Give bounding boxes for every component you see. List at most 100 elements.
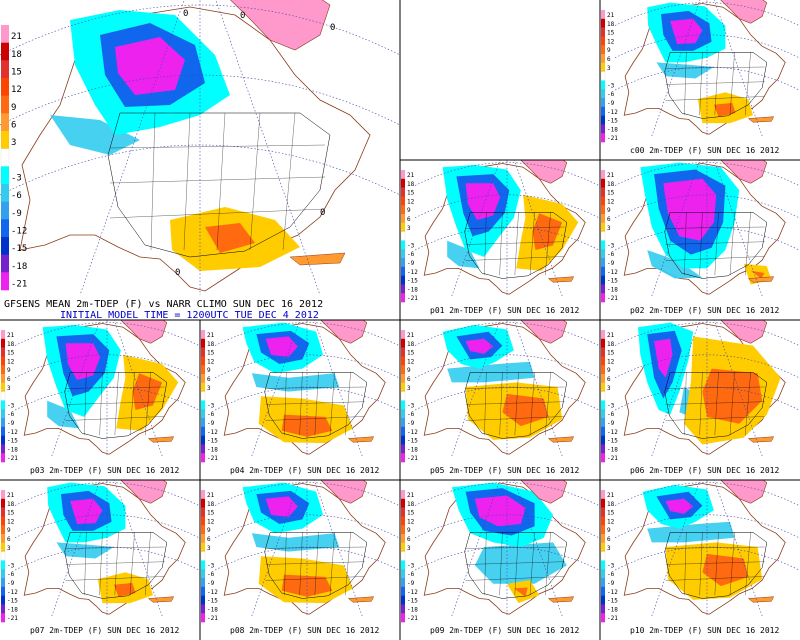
legend-swatch-p04: [201, 338, 205, 348]
state-line-v-p06: [699, 372, 703, 436]
legend-label-p05: 21: [407, 332, 415, 339]
legend-swatch-p08: [201, 516, 205, 526]
legend-label-p09: 21: [407, 492, 415, 499]
legend-label-main: 6: [11, 121, 16, 131]
legend-label-main: -3: [11, 174, 22, 184]
legend-swatch-main: [1, 25, 9, 43]
legend-swatch-p09: [401, 516, 405, 526]
legend-swatch-p04: [201, 453, 205, 463]
anomaly-cold3-p05: [465, 338, 494, 354]
greenland-p07: [120, 480, 168, 504]
state-line-h-c00: [665, 81, 765, 85]
legend-swatch-p09: [401, 490, 405, 500]
state-line-h-p04: [265, 386, 365, 389]
state-line-h-p09: [465, 561, 565, 565]
legend-swatch-p05: [401, 435, 405, 445]
legend-label-c00: 18: [607, 21, 615, 28]
anomaly-cold3-c00: [670, 18, 703, 44]
state-outline-p08: [264, 532, 368, 599]
legend-label-p10: 15: [607, 510, 615, 517]
anomaly-cool-main: [50, 115, 140, 155]
state-line-v-p08: [299, 532, 303, 596]
latitude-line-p03: [14, 322, 200, 346]
legend-swatch-p05: [401, 365, 405, 375]
legend-swatch-p02: [601, 275, 605, 285]
state-line-h-p08: [265, 561, 365, 565]
legend-swatch-p03: [1, 347, 5, 357]
legend-swatch-p05: [401, 382, 405, 392]
legend-label-p02: -21: [607, 295, 618, 302]
state-line-v-p01: [529, 212, 535, 276]
main-panel-title: GFSENS MEAN 2m-TDEP (F) vs NARR CLIMO SU…: [4, 299, 323, 310]
legend-swatch-p04: [201, 435, 205, 445]
anomaly-warm2-p09: [513, 587, 528, 597]
legend-swatch-p03: [1, 409, 5, 419]
legend-swatch-p08: [201, 578, 205, 588]
legend-swatch-p07: [1, 613, 5, 623]
legend-label-p08: 9: [207, 527, 211, 534]
legend-swatch-p02: [601, 222, 605, 232]
legend-swatch-p02: [601, 187, 605, 197]
legend-label-p01: -15: [407, 278, 418, 285]
legend-swatch-p09: [401, 569, 405, 579]
state-line-v-p06: [745, 372, 751, 436]
legend-swatch-p07: [1, 595, 5, 605]
legend-label-p05: 18: [407, 341, 415, 348]
legend-label-p02: -18: [607, 286, 618, 293]
state-line-h-p06: [665, 401, 765, 405]
legend-swatch-p08: [201, 569, 205, 579]
legend-swatch-main: [1, 272, 9, 291]
legend-label-p01: 6: [407, 216, 411, 223]
legend-label-p10: 6: [607, 536, 611, 543]
legend-label-p09: -3: [407, 562, 415, 569]
legend-swatch-c00: [601, 89, 605, 99]
legend-swatch-p05: [401, 356, 405, 366]
legend-swatch-p07: [1, 507, 5, 517]
panel-title-p03: p03 2m-TDEP (F) SUN DEC 16 2012: [30, 466, 179, 475]
legend-swatch-p10: [601, 586, 605, 596]
legend-label-p05: -18: [407, 446, 418, 453]
caribbean-p08: [347, 596, 375, 603]
legend-label-p05: -9: [407, 420, 415, 427]
legend-label-p07: -12: [7, 589, 18, 596]
legend-label-p10: -3: [607, 562, 615, 569]
legend-label-main: -21: [11, 280, 27, 290]
caribbean-p05: [547, 436, 575, 443]
state-line-v-p10: [729, 532, 735, 596]
panel-title-c00: c00 2m-TDEP (F) SUN DEC 16 2012: [630, 146, 779, 155]
state-line-v-main: [150, 112, 156, 251]
legend-label-p06: 9: [607, 367, 611, 374]
legend-swatch-p08: [201, 604, 205, 614]
main-legend: 21 18 15 12 9 6 3 -3 -6 -9 -12 -15 -18 -21: [0, 25, 27, 291]
legend-label-p03: -9: [7, 420, 15, 427]
legend-swatch-p10: [601, 525, 605, 535]
panel-title-p10: p10 2m-TDEP (F) SUN DEC 16 2012: [630, 626, 779, 635]
anomaly-cool-p01: [447, 240, 480, 269]
legend-label-p05: -3: [407, 402, 415, 409]
legend-label-p03: 18: [7, 341, 15, 348]
legend-swatch-p01: [401, 258, 405, 268]
state-outline-p06: [664, 372, 768, 439]
panel-title-p05: p05 2m-TDEP (F) SUN DEC 16 2012: [430, 466, 579, 475]
legend-label-main: -6: [11, 191, 22, 201]
legend-label-p06: -18: [607, 446, 618, 453]
legend-swatch-p09: [401, 534, 405, 544]
legend-label-p09: -6: [407, 571, 415, 578]
legend-label-p09: 6: [407, 536, 411, 543]
panel-title-p04: p04 2m-TDEP (F) SUN DEC 16 2012: [230, 466, 379, 475]
legend-swatch-main: [1, 201, 9, 220]
legend-label-main: -15: [11, 244, 27, 254]
state-line-v-p07: [145, 532, 151, 596]
state-line-h-main: [109, 144, 326, 149]
legend-swatch-c00: [601, 62, 605, 72]
state-line-v-p01: [545, 212, 551, 276]
legend-swatch-p04: [201, 444, 205, 454]
legend-label-p09: -21: [407, 615, 418, 622]
